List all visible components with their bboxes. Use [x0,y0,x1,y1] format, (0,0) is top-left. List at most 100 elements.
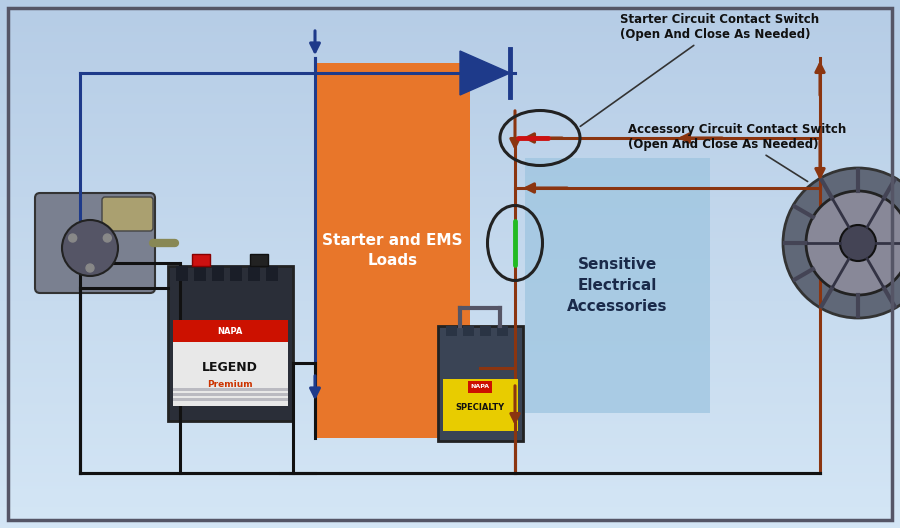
Bar [0,338,900,340]
Bar [0,333,900,334]
Bar [0,264,900,266]
Bar [173,320,287,406]
Bar [0,318,900,320]
Bar [0,276,900,278]
Bar [437,325,523,440]
Bar [0,180,900,181]
Bar [0,449,900,450]
Bar [0,206,900,208]
Bar [0,51,900,53]
Bar [167,266,292,420]
Bar [0,210,900,211]
Bar [0,508,900,511]
Bar [0,236,900,238]
Bar [0,192,900,194]
Bar [0,0,900,2]
FancyBboxPatch shape [102,197,153,231]
Bar [0,296,900,297]
Bar [0,454,900,456]
Bar [0,2,900,4]
Bar [0,355,900,357]
Bar [0,463,900,465]
Bar [0,194,900,195]
Bar [0,218,900,220]
Bar [0,290,900,292]
Bar [0,371,900,373]
Bar [0,435,900,437]
Bar [446,325,456,335]
Bar [0,67,900,69]
Bar [0,186,900,188]
Bar [0,238,900,239]
Bar [0,445,900,447]
Circle shape [68,234,76,242]
Bar [0,208,900,210]
Bar [0,169,900,171]
Bar [0,158,900,160]
Bar [0,211,900,213]
Bar [212,266,223,280]
Bar [0,107,900,109]
Bar [0,257,900,259]
Bar [0,491,900,493]
Bar [0,315,900,317]
Bar [0,213,900,215]
Bar [0,65,900,67]
Bar [0,120,900,121]
Bar [0,171,900,173]
Bar [0,384,900,385]
Bar [0,243,900,244]
Bar [248,266,259,280]
Bar [0,32,900,33]
Bar [0,5,900,7]
Bar [0,352,900,354]
Bar [0,461,900,463]
Bar [0,280,900,281]
Bar [0,136,900,137]
Bar [0,429,900,431]
Bar [0,512,900,514]
Bar [0,152,900,153]
Bar [0,232,900,234]
Bar [0,153,900,155]
Bar [0,366,900,368]
Bar [0,385,900,387]
Circle shape [783,168,900,318]
Bar [0,327,900,329]
Bar [0,188,900,190]
Bar [0,173,900,174]
Bar [192,253,210,266]
Circle shape [104,234,112,242]
Bar [0,268,900,269]
Bar [0,370,900,371]
Bar [0,21,900,23]
Bar [0,28,900,30]
Bar [0,312,900,313]
Bar [443,379,518,430]
Bar [0,303,900,305]
Bar [0,348,900,350]
Bar [0,289,900,290]
Bar [0,9,900,11]
Bar [0,266,900,268]
Bar [0,130,900,132]
Bar [0,444,900,445]
Bar [0,53,900,54]
Bar [0,231,900,232]
Bar [0,134,900,136]
Bar [0,84,900,86]
Bar [0,88,900,90]
Bar [0,354,900,355]
Bar [0,115,900,116]
Bar [0,44,900,46]
Bar [0,334,900,336]
Bar [0,493,900,495]
Bar [0,95,900,97]
Bar [0,42,900,44]
Bar [0,347,900,348]
Bar [0,375,900,376]
Bar [0,403,900,405]
Bar [0,391,900,392]
Bar [0,470,900,472]
Bar [0,450,900,452]
